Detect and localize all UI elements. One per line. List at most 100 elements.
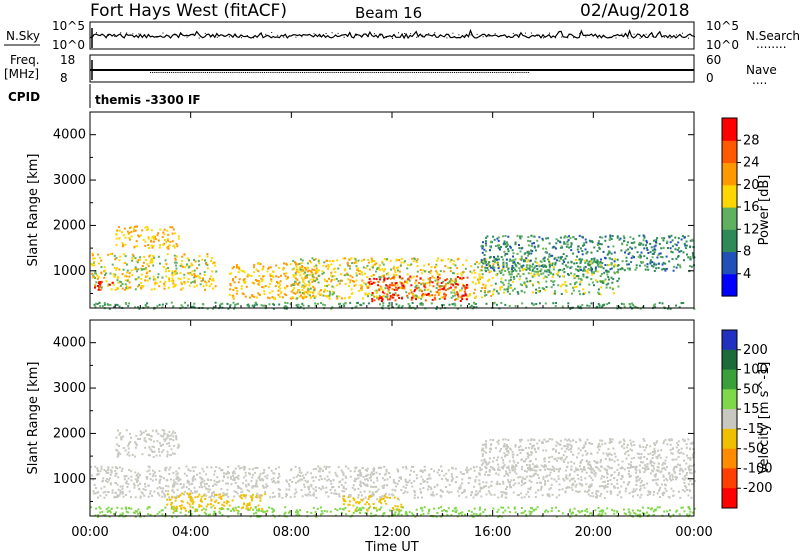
heatmap-cell: [635, 469, 638, 472]
heatmap-cell: [125, 275, 128, 278]
heatmap-cell: [151, 479, 154, 482]
heatmap-cell: [436, 283, 439, 286]
nave-point: [233, 72, 235, 73]
heatmap-cell: [301, 259, 304, 262]
heatmap-cell: [577, 265, 579, 268]
heatmap-cell: [217, 493, 220, 496]
heatmap-cell: [502, 461, 505, 464]
heatmap-cell: [639, 487, 642, 490]
heatmap-cell: [507, 481, 510, 483]
heatmap-cell: [481, 448, 484, 451]
heatmap-cell: [214, 285, 217, 288]
heatmap-cell: [600, 465, 603, 468]
heatmap-cell: [607, 252, 610, 255]
heatmap-cell: [693, 480, 696, 482]
heatmap-cell: [260, 277, 263, 280]
heatmap-cell: [303, 285, 306, 288]
heatmap-cell: [170, 438, 173, 441]
nave-point: [303, 72, 305, 73]
heatmap-cell: [323, 278, 326, 281]
heatmap-cell: [542, 247, 545, 250]
heatmap-cell: [664, 487, 667, 490]
heatmap-cell: [389, 259, 392, 262]
heatmap-cell: [619, 268, 622, 271]
heatmap-cell: [616, 235, 619, 238]
heatmap-cell: [632, 466, 634, 468]
heatmap-cell: [115, 233, 118, 235]
heatmap-cell: [678, 250, 681, 253]
heatmap-cell: [492, 260, 495, 263]
heatmap-cell: [212, 306, 215, 309]
heatmap-cell: [297, 474, 300, 477]
heatmap-cell: [147, 306, 150, 309]
heatmap-cell: [206, 264, 209, 266]
heatmap-cell: [121, 273, 124, 275]
heatmap-cell: [646, 247, 648, 250]
heatmap-cell: [221, 469, 224, 472]
heatmap-cell: [561, 283, 564, 286]
heatmap-cell: [261, 268, 264, 271]
heatmap-cell: [663, 479, 666, 482]
heatmap-cell: [282, 267, 285, 270]
heatmap-cell: [194, 491, 197, 494]
heatmap-cell: [154, 238, 157, 241]
heatmap-cell: [165, 302, 168, 305]
heatmap-cell: [497, 239, 500, 242]
heatmap-cell: [548, 438, 551, 440]
heatmap-cell: [173, 491, 175, 494]
heatmap-cell: [165, 466, 168, 469]
heatmap-cell: [176, 488, 179, 491]
heatmap-cell: [485, 440, 488, 443]
heatmap-cell: [321, 272, 324, 275]
heatmap-cell: [667, 247, 669, 249]
heatmap-cell: [111, 491, 114, 494]
heatmap-cell: [589, 464, 592, 466]
heatmap-cell: [561, 262, 564, 265]
heatmap-cell: [689, 490, 691, 492]
nave-point: [330, 72, 332, 73]
heatmap-cell: [145, 305, 148, 308]
heatmap-cell: [105, 479, 107, 482]
heatmap-cell: [294, 261, 296, 264]
heatmap-cell: [610, 483, 613, 486]
heatmap-cell: [671, 473, 674, 476]
heatmap-cell: [92, 257, 95, 260]
heatmap-cell: [385, 468, 388, 471]
heatmap-cell: [222, 491, 225, 494]
heatmap-cell: [407, 481, 410, 484]
heatmap-cell: [388, 292, 391, 295]
heatmap-cell: [548, 460, 551, 463]
heatmap-cell: [528, 267, 531, 270]
heatmap-cell: [624, 452, 626, 455]
heatmap-cell: [235, 292, 238, 295]
nsearch-point: [198, 37, 200, 39]
heatmap-cell: [529, 279, 532, 282]
heatmap-cell: [258, 476, 261, 479]
heatmap-cell: [137, 475, 140, 478]
nave-point: [393, 72, 395, 73]
heatmap-cell: [428, 284, 431, 287]
heatmap-cell: [395, 289, 398, 291]
heatmap-cell: [504, 279, 507, 282]
heatmap-cell: [519, 235, 521, 238]
heatmap-cell: [655, 267, 658, 270]
heatmap-cell: [466, 466, 468, 469]
heatmap-cell: [557, 442, 560, 445]
heatmap-cell: [675, 304, 678, 307]
heatmap-cell: [583, 266, 586, 269]
heatmap-cell: [496, 272, 499, 275]
heatmap-cell: [484, 294, 486, 297]
heatmap-cell: [667, 472, 670, 475]
heatmap-cell: [235, 509, 238, 512]
heatmap-cell: [672, 458, 675, 461]
heatmap-cell: [541, 239, 544, 242]
heatmap-cell: [530, 252, 533, 255]
nave-point: [433, 72, 435, 73]
heatmap-cell: [307, 280, 310, 283]
heatmap-cell: [298, 469, 301, 472]
heatmap-cell: [488, 271, 491, 274]
heatmap-cell: [531, 275, 534, 278]
heatmap-cell: [412, 275, 415, 278]
nsearch-point: [688, 37, 689, 39]
heatmap-cell: [147, 484, 150, 487]
